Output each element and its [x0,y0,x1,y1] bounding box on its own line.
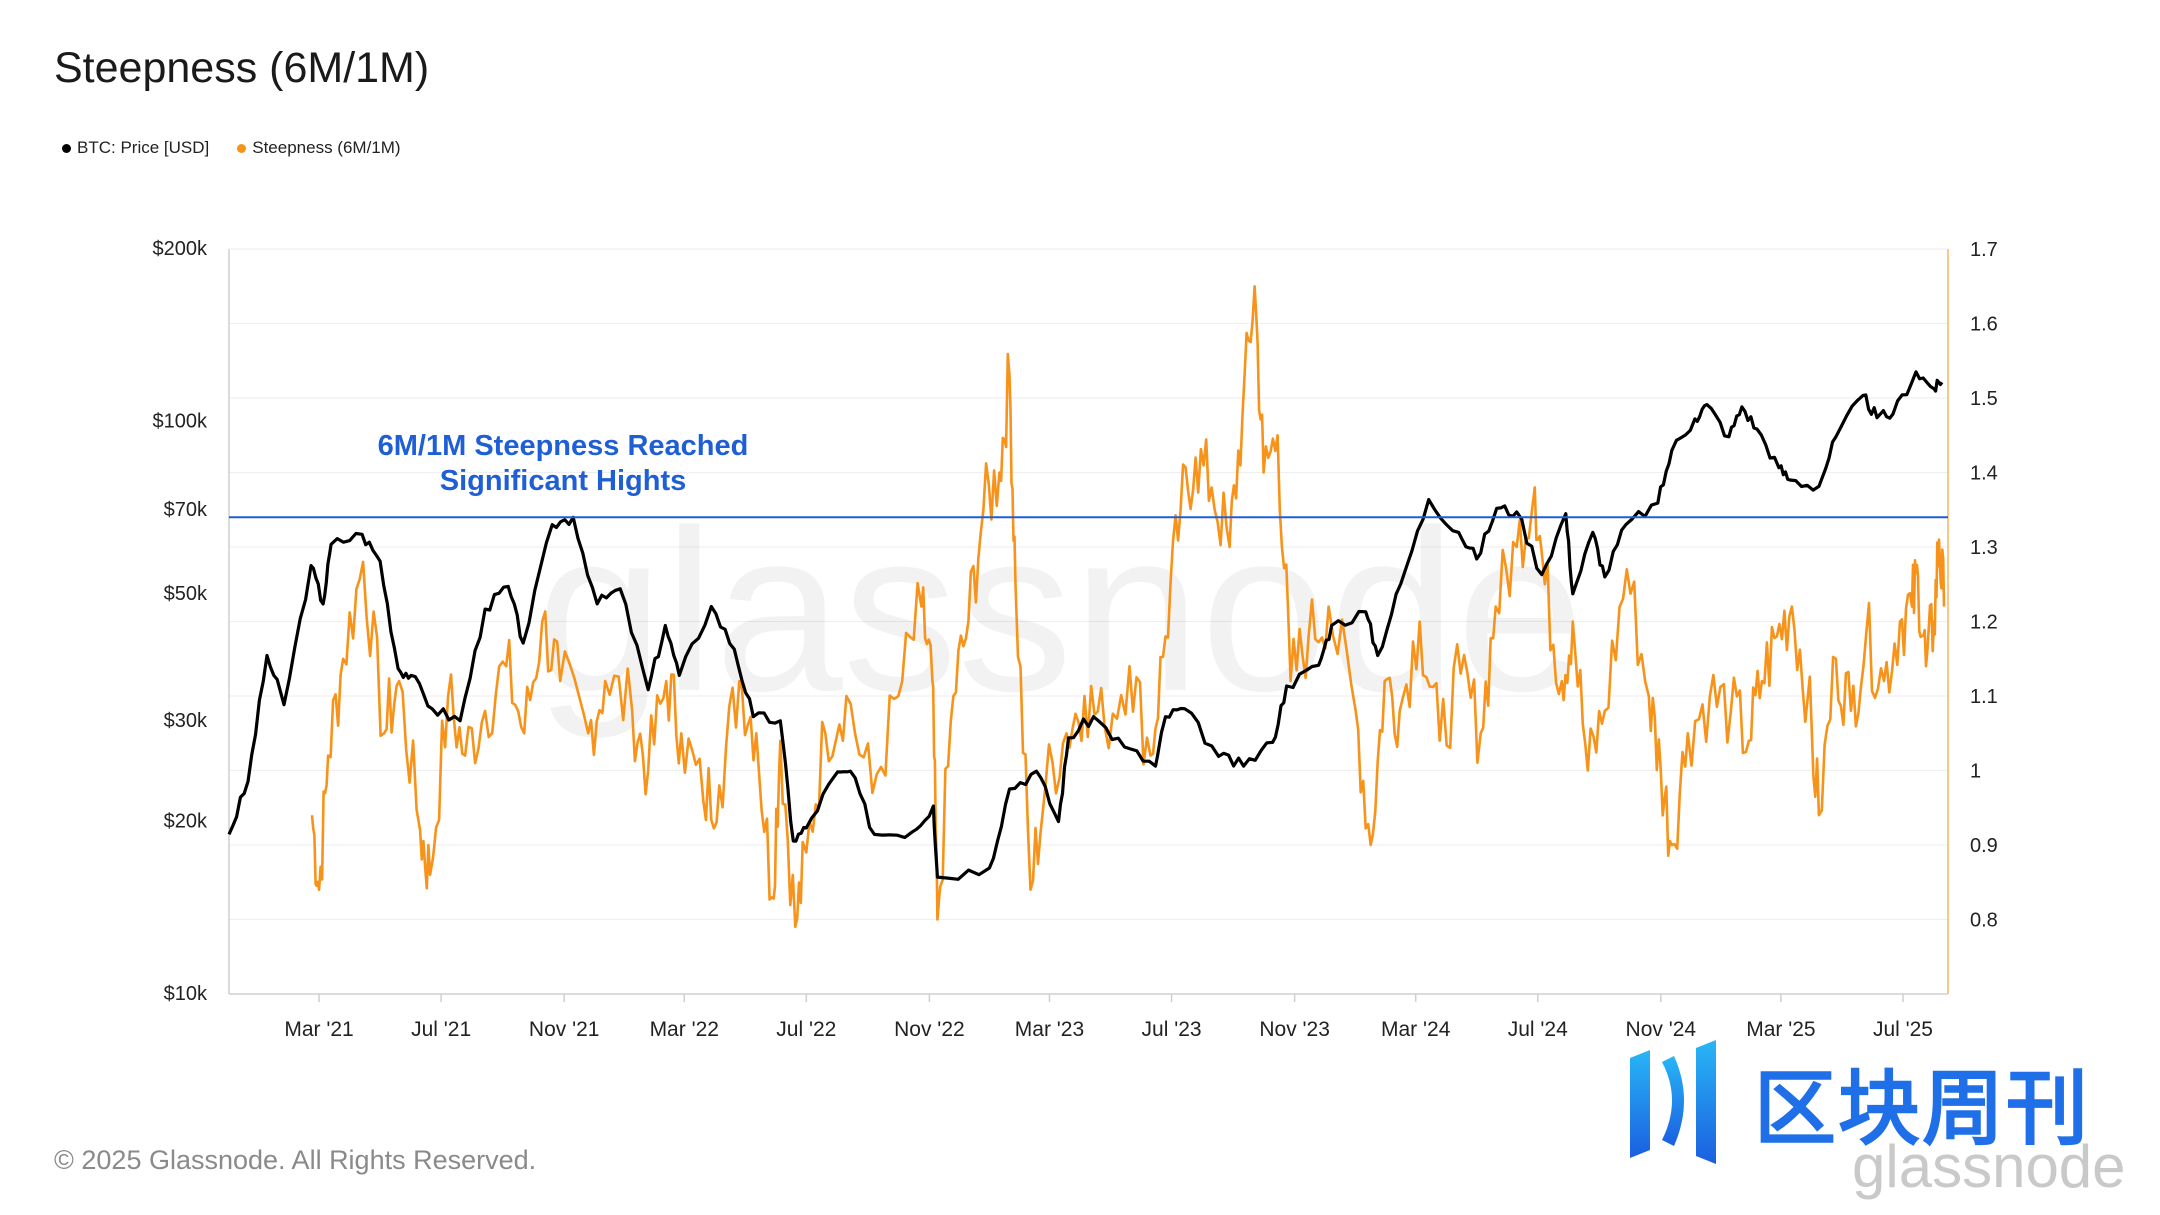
x-tick-label-6: Mar '23 [1015,1018,1084,1041]
x-tick-label-7: Jul '23 [1142,1018,1202,1041]
legend-dot-btc [62,143,71,153]
brand-name-sub: glassnode [1852,1133,2126,1200]
x-tick-label-1: Jul '21 [411,1018,471,1041]
y-right-tick-label-5: 1.3 [1970,537,1998,559]
copyright-footer: © 2025 Glassnode. All Rights Reserved. [54,1145,537,1175]
x-tick-label-10: Jul '24 [1508,1018,1568,1041]
annotation-line-1: Significant Hights [440,465,687,497]
chart-axes: $10k $20k $30k $50k $70k $100k $200k 0.8 0.9 1 1.1… [153,238,1998,1041]
x-tick-label-11: Nov '24 [1626,1018,1697,1041]
y-right-tick-label-9: 1.7 [1970,239,1998,261]
series-steepness-line [310,285,1946,929]
chart-legend: BTC: Price [USD] Steepness (6M/1M) [62,138,401,158]
y-right-tick-label-2: 1 [1970,761,1981,783]
y-left-tick-label-5: $100k [153,410,208,432]
x-tick-label-2: Nov '21 [529,1018,600,1041]
y-right-tick-label-7: 1.5 [1970,388,1998,410]
y-left-tick-label-3: $50k [164,583,208,605]
x-tick-label-5: Nov '22 [894,1018,965,1041]
x-tick-label-8: Nov '23 [1259,1018,1330,1041]
legend-item-btc-price[interactable]: BTC: Price [USD] [62,138,209,158]
y-left-tick-label-2: $30k [164,710,208,732]
x-tick-label-3: Mar '22 [650,1018,719,1041]
x-tick-label-9: Mar '24 [1381,1018,1451,1041]
x-tick-label-13: Jul '25 [1873,1018,1933,1041]
brand-name-cn: 区块周刊 [1754,1062,2091,1157]
y-right-tick-label-4: 1.2 [1970,612,1998,634]
annotation-line-0: 6M/1M Steepness Reached [378,430,749,462]
x-tick-label-12: Mar '25 [1746,1018,1815,1041]
y-left-tick-label-1: $20k [164,811,208,833]
y-left-tick-label-0: $10k [164,983,208,1005]
brand-mark-icon [1630,1040,1716,1164]
y-right-tick-label-8: 1.6 [1970,314,1998,336]
legend-dot-steepness [237,143,247,153]
y-right-tick-label-3: 1.1 [1970,686,1998,708]
legend-item-steepness[interactable]: Steepness (6M/1M) [237,138,401,158]
legend-label-steepness: Steepness (6M/1M) [252,138,401,157]
x-tick-label-0: Mar '21 [284,1018,353,1041]
legend-label-btc: BTC: Price [USD] [77,138,210,157]
y-right-tick-label-1: 0.9 [1970,835,1998,857]
y-left-tick-label-4: $70k [164,499,208,521]
series-btc-price-line [227,370,1944,881]
y-right-tick-label-6: 1.4 [1970,463,1998,485]
brand-logo: 区块周刊 glassnode [1622,1040,2152,1200]
y-left-tick-label-6: $200k [153,238,208,260]
y-right-tick-label-0: 0.8 [1970,910,1998,932]
x-tick-label-4: Jul '22 [776,1018,836,1041]
glassnode-watermark: glassnode [536,482,1585,739]
chart-plot-area [227,285,1946,929]
page-title: Steepness (6M/1M) [54,44,430,92]
